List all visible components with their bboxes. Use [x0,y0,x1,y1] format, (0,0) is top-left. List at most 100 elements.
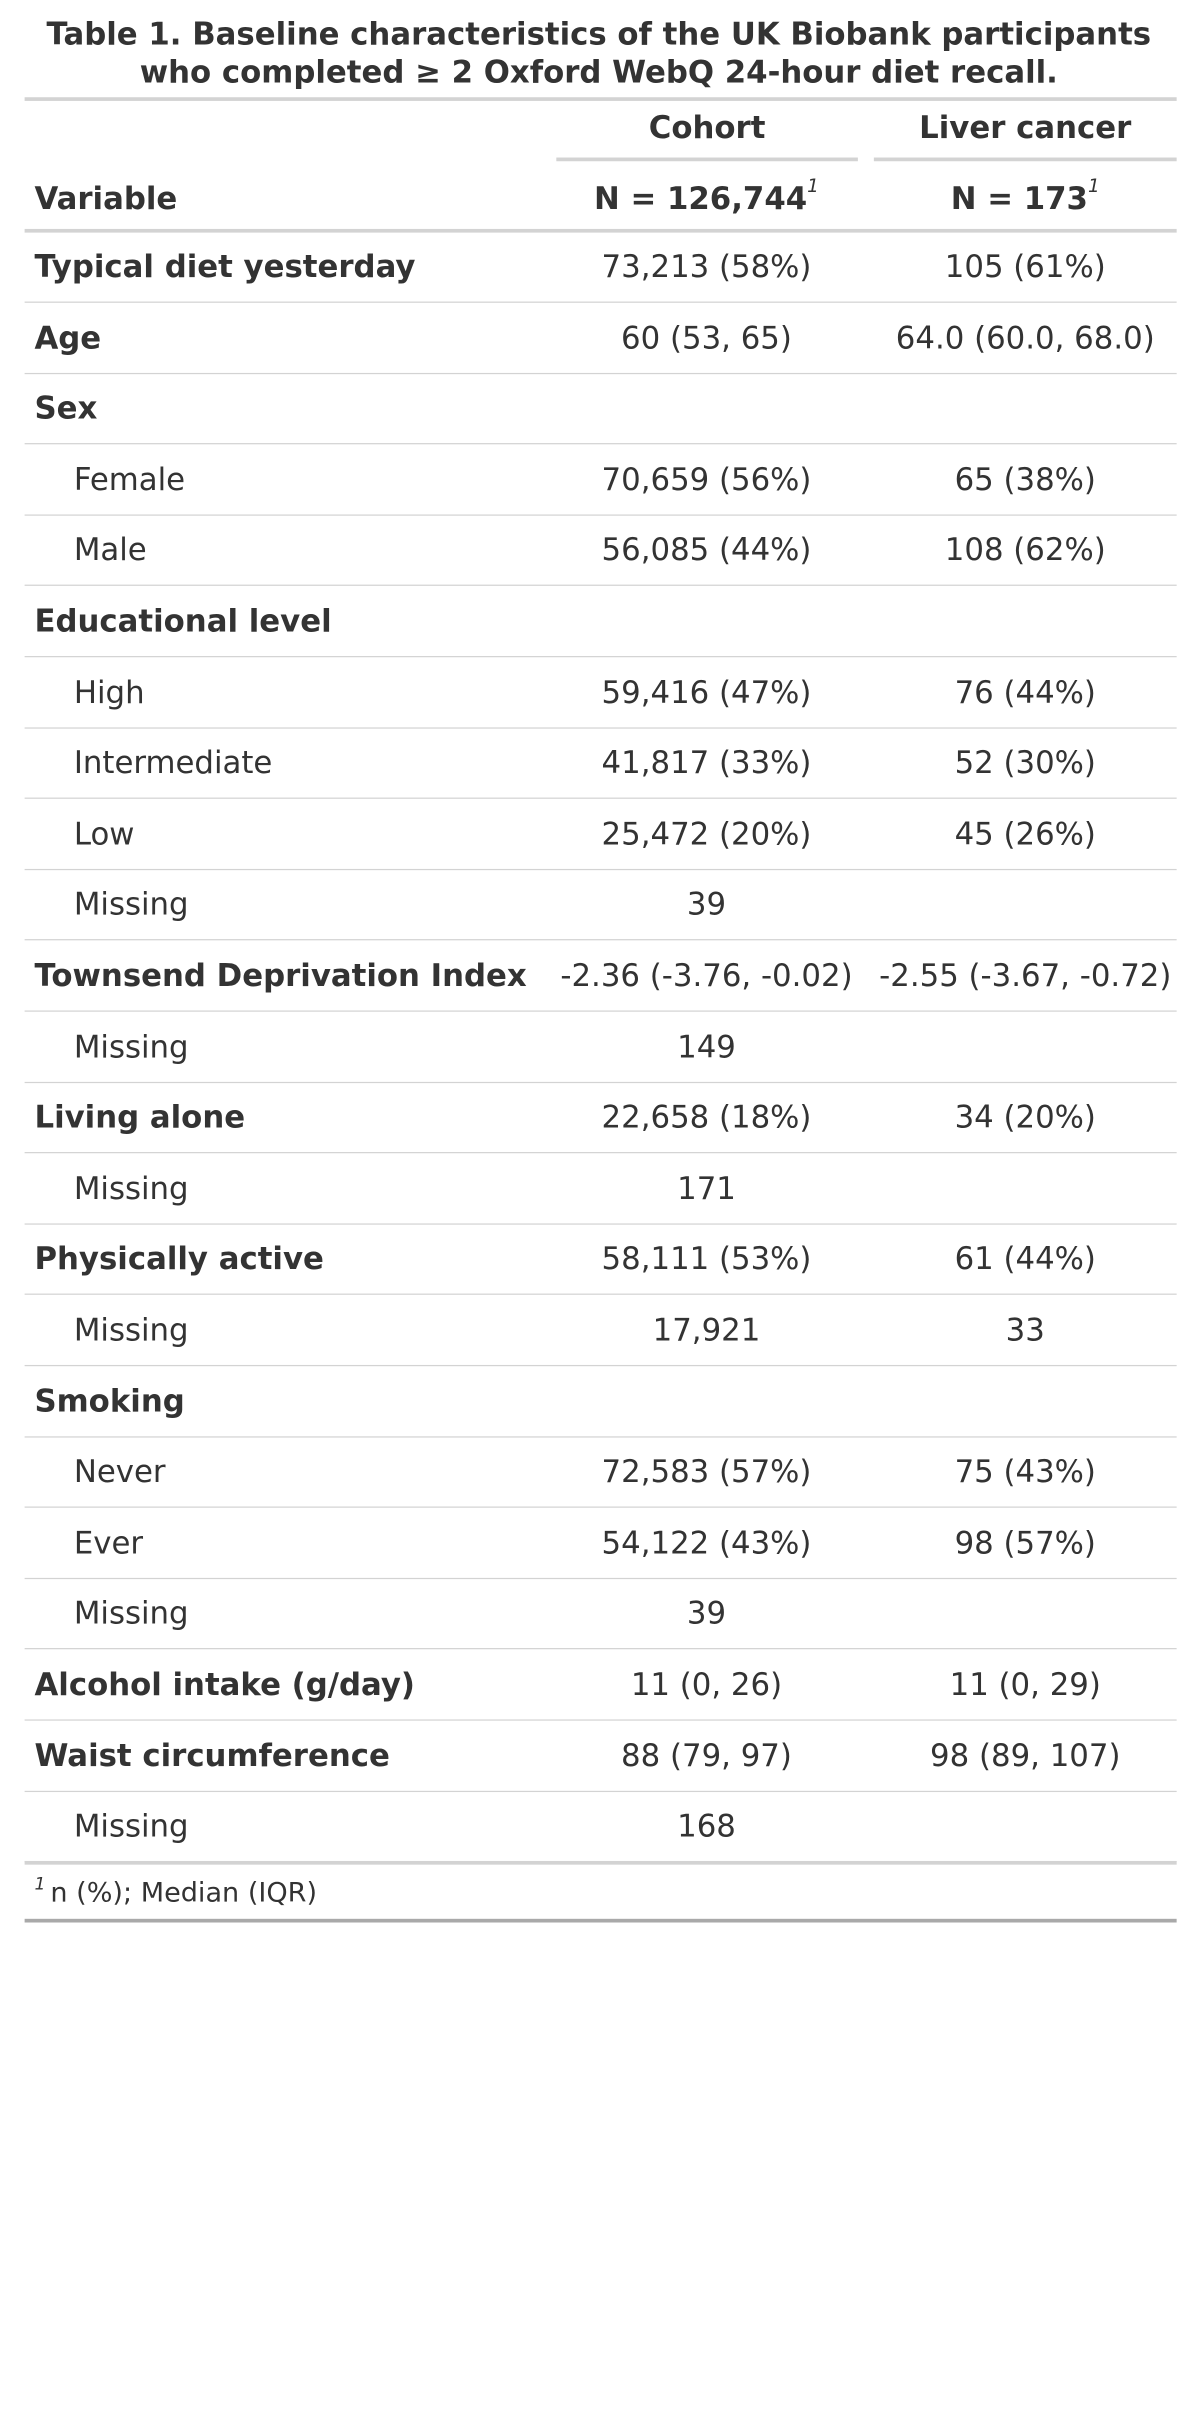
row-label: Never [73,1453,166,1490]
liver-cancer-spanner: Liver cancer [919,109,1132,146]
liver-cancer-value [874,1012,1177,1081]
liver-cancer-n-text: N = 173 [950,180,1088,217]
cohort-value: 41,817 (33%) [601,744,812,781]
row-label: Missing [73,886,189,923]
cohort-value: 88 (79, 97) [621,1737,792,1774]
liver-cancer-n-footnote-marker: 1 [1087,174,1100,197]
table-row: Ever 54,122 (43%) 98 (57%) [24,1509,1177,1579]
row-label: High [73,673,145,710]
row-label: Townsend Deprivation Index [34,957,527,994]
table-row: Missing 149 [24,1012,1177,1083]
row-label: Missing [73,1312,189,1348]
table-row: Educational level [24,587,1177,658]
row-label: Missing [73,1595,189,1632]
row-label: Missing [73,1170,189,1206]
cohort-spanner: Cohort [648,109,766,146]
liver-cancer-value: 61 (44%) [954,1241,1096,1277]
table-row: Living alone 22,658 (18%) 34 (20%) [24,1083,1177,1154]
liver-cancer-value: 105 (61%) [944,248,1106,285]
cohort-value: 39 [686,886,727,923]
cohort-value: 17,921 [652,1312,761,1348]
liver-cancer-value: 76 (44%) [954,673,1096,710]
row-label: Typical diet yesterday [34,248,416,285]
table-container: Table 1. Baseline characteristics of the… [0,15,1198,1923]
liver-cancer-value: -2.55 (-3.67, -0.72) [879,957,1172,994]
liver-cancer-value [874,871,1177,940]
row-label: Sex [34,390,98,427]
liver-cancer-value [874,1154,1177,1223]
cohort-n-header: N = 126,7441 [554,172,859,226]
cohort-value: 56,085 (44%) [601,532,812,568]
footnote-text: n (%); Median (IQR) [50,1878,318,1909]
table-row: Missing 39 [24,1580,1177,1650]
cohort-value: 22,658 (18%) [601,1099,812,1136]
table-row: High 59,416 (47%) 76 (44%) [24,658,1177,729]
liver-cancer-value: 34 (20%) [954,1099,1096,1136]
row-label: Alcohol intake (g/day) [34,1666,415,1703]
table-row: Townsend Deprivation Index -2.36 (-3.76, … [24,942,1177,1012]
liver-cancer-value [874,1580,1177,1649]
table-row: Typical diet yesterday 73,213 (58%) 105 (6… [24,233,1177,303]
cohort-value: 54,122 (43%) [601,1524,812,1561]
table-row: Age 60 (53, 65) 64.0 (60.0, 68.0) [24,304,1177,374]
cohort-value: 59,416 (47%) [601,673,812,710]
row-label: Age [34,319,102,356]
footnote-bottom-rule [24,1918,1177,1923]
cohort-value: 11 (0, 26) [630,1666,783,1703]
cohort-value: 70,659 (56%) [601,461,812,497]
liver-cancer-spanner-line [873,157,1177,162]
cohort-value: 171 [677,1170,736,1206]
row-label: Living alone [34,1099,246,1136]
liver-cancer-value [874,374,1177,443]
table-row: Sex [24,374,1177,445]
liver-cancer-value: 64.0 (60.0, 68.0) [895,319,1155,356]
liver-cancer-value: 75 (43%) [954,1453,1096,1490]
table-row: Missing 17,921 33 [24,1296,1177,1367]
liver-cancer-value: 108 (62%) [944,532,1106,568]
table-row: Male 56,085 (44%) 108 (62%) [24,516,1177,587]
table-title-line-2: who completed ≥ 2 Oxford WebQ 24-hour di… [139,54,1058,90]
liver-cancer-value [874,587,1177,656]
table-row: Low 25,472 (20%) 45 (26%) [24,800,1177,870]
row-label: Male [73,532,147,568]
row-label: Missing [73,1808,189,1844]
table-row: Missing 39 [24,871,1177,941]
liver-cancer-value [874,1367,1177,1436]
table-row: Waist circumference 88 (79, 97) 98 (89, 10… [24,1721,1177,1792]
cohort-n-footnote-marker: 1 [807,174,819,197]
bottom-rule [24,1860,1177,1865]
table-title-line-1: Table 1. Baseline characteristics of the… [46,16,1152,52]
liver-cancer-value: 11 (0, 29) [949,1666,1101,1703]
cohort-spanner-line [556,157,858,162]
cohort-value: 72,583 (57%) [601,1453,812,1490]
table-row: Smoking [24,1367,1177,1438]
table-row: Alcohol intake (g/day) 11 (0, 26) 11 (0, 2… [24,1651,1177,1721]
cohort-value: 39 [686,1595,727,1632]
cohort-value: 73,213 (58%) [601,248,812,285]
table-row: Intermediate 41,817 (33%) 52 (30%) [24,729,1177,800]
cohort-value: 60 (53, 65) [621,319,792,356]
row-label: Missing [73,1028,189,1065]
cohort-value [554,374,859,443]
liver-cancer-value: 98 (57%) [954,1524,1096,1561]
row-label: Female [73,461,186,497]
row-label: Educational level [34,603,332,639]
liver-cancer-value: 52 (30%) [954,744,1096,781]
cohort-value: 58,111 (53%) [601,1241,812,1277]
row-label: Waist circumference [34,1737,390,1774]
header-rule [24,228,1177,233]
footnote-marker: 1 [34,1874,46,1895]
liver-cancer-value: 65 (38%) [954,461,1096,497]
cohort-value: 168 [677,1808,736,1844]
row-label: Smoking [34,1382,185,1419]
liver-cancer-value: 33 [1005,1312,1045,1348]
table-row: Female 70,659 (56%) 65 (38%) [24,445,1177,516]
table-title: Table 1. Baseline characteristics of the… [0,15,1198,91]
table-row: Missing 171 [24,1154,1177,1225]
row-label: Low [73,815,135,852]
cohort-n-text: N = 126,744 [594,180,808,217]
table-row: Physically active 58,111 (53%) 61 (44%) [24,1225,1177,1296]
table-row: Never 72,583 (57%) 75 (43%) [24,1438,1177,1508]
cohort-value [554,1367,859,1436]
